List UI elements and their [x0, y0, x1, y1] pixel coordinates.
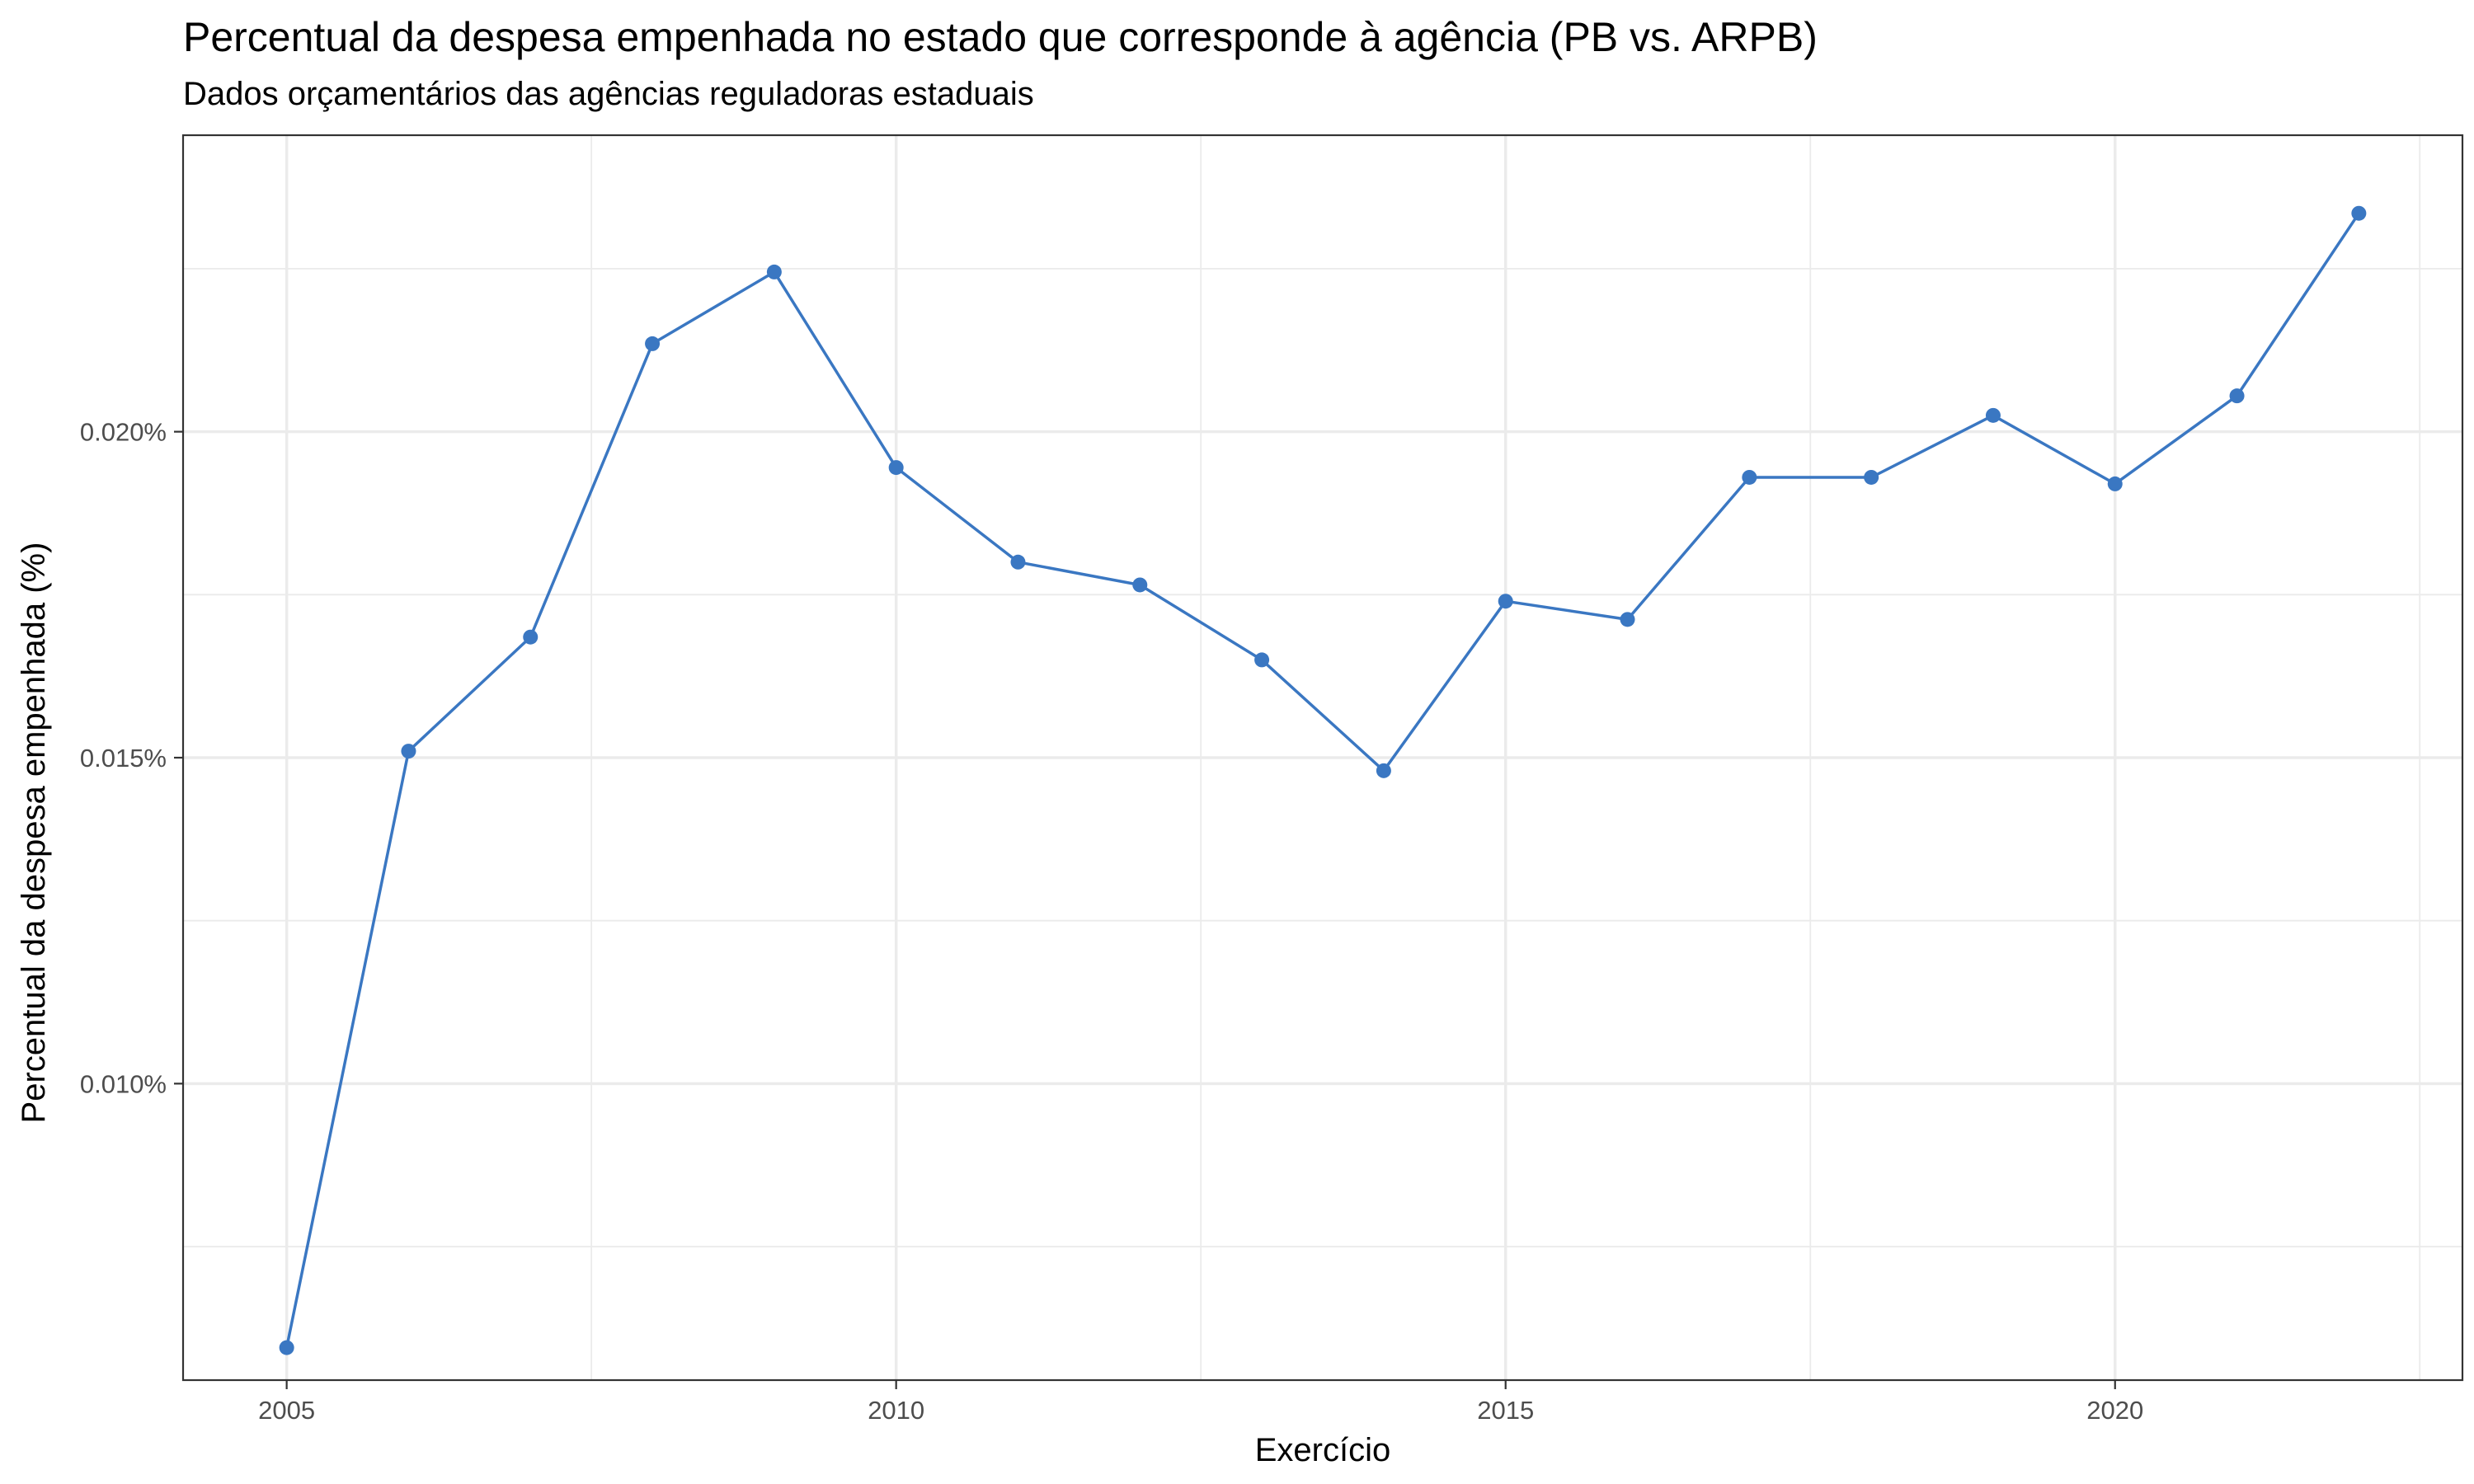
major-gridlines — [183, 135, 2462, 1380]
x-tick-label: 2005 — [258, 1396, 315, 1425]
minor-gridlines — [183, 135, 2462, 1380]
data-point — [2229, 388, 2245, 404]
y-axis-title: Percentual da despesa empenhada (%) — [16, 542, 52, 1124]
y-axis: 0.010% 0.015% 0.020% — [80, 418, 183, 1098]
x-axis-title: Exercício — [1255, 1432, 1391, 1468]
x-axis: 2005 2010 2015 2020 — [258, 1380, 2143, 1425]
data-point — [766, 264, 782, 279]
data-point — [1254, 652, 1270, 668]
plot-panel — [181, 134, 2464, 1382]
x-tick-label: 2020 — [2086, 1396, 2143, 1425]
data-point — [1742, 469, 1757, 485]
x-tick-label: 2010 — [868, 1396, 924, 1425]
data-point — [1620, 612, 1635, 627]
series-line — [285, 212, 2360, 1348]
chart-title: Percentual da despesa empenhada no estad… — [183, 14, 1818, 60]
series-layer — [279, 205, 2367, 1355]
y-tick-label: 0.015% — [80, 744, 167, 773]
data-point — [2351, 205, 2367, 221]
data-point — [1132, 577, 1148, 593]
data-point — [523, 629, 539, 645]
data-point — [2107, 476, 2123, 491]
data-point — [1985, 407, 2001, 423]
data-point — [401, 744, 416, 759]
y-tick-label: 0.020% — [80, 418, 167, 447]
data-point — [888, 460, 904, 476]
x-tick-label: 2015 — [1477, 1396, 1534, 1425]
data-point — [1498, 594, 1513, 609]
data-point — [279, 1340, 294, 1355]
data-point — [1864, 469, 1879, 485]
y-tick-label: 0.010% — [80, 1069, 167, 1098]
chart-subtitle: Dados orçamentários das agências regulad… — [183, 76, 1034, 112]
data-point — [1010, 554, 1026, 570]
data-point — [1376, 763, 1391, 778]
data-point — [645, 336, 661, 351]
